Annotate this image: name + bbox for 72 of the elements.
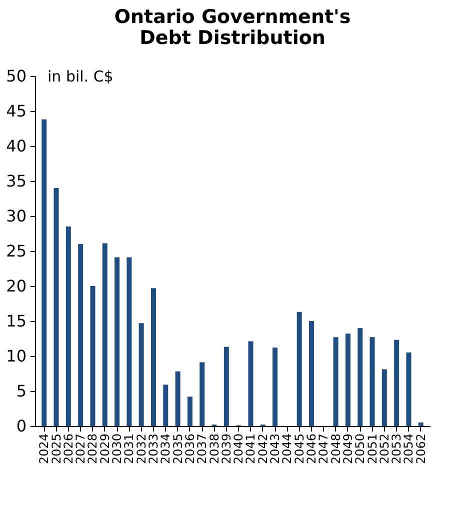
bar <box>382 369 387 426</box>
x-tick-label: 2025 <box>49 434 64 464</box>
bar <box>114 257 120 426</box>
x-tick-label: 2024 <box>37 434 52 464</box>
y-tick-label: 45 <box>6 102 26 120</box>
x-tick-label: 2037 <box>195 434 210 464</box>
x-tick-label: 2043 <box>268 434 282 464</box>
x-tick-label: 2035 <box>170 434 185 464</box>
x-tick-label: 2046 <box>304 434 318 464</box>
x-tick-label: 2042 <box>256 434 270 464</box>
y-tick-label: 25 <box>6 242 26 260</box>
x-tick-label: 2052 <box>377 434 392 464</box>
bar <box>163 384 168 426</box>
bar <box>370 337 375 426</box>
bar <box>42 119 47 426</box>
y-tick-label: 50 <box>6 66 26 86</box>
bar <box>151 288 156 426</box>
bar <box>66 226 71 426</box>
bar <box>224 346 229 426</box>
bar <box>248 341 254 426</box>
bar <box>187 396 192 426</box>
x-tick-label: 2036 <box>182 434 197 464</box>
bar <box>345 334 350 426</box>
bar <box>418 422 424 426</box>
x-tick-label: 2032 <box>134 434 148 464</box>
x-tick-label: 2053 <box>390 434 404 464</box>
bar <box>200 362 205 426</box>
bar <box>54 188 59 426</box>
x-tick-label: 2029 <box>98 434 112 464</box>
bar <box>394 340 400 426</box>
x-tick-label: 2033 <box>146 434 160 464</box>
x-tick-label: 2062 <box>414 434 428 464</box>
x-tick-label: 2045 <box>292 434 306 464</box>
x-tick-label: 2048 <box>328 434 343 464</box>
x-tick-label: 2031 <box>122 434 136 464</box>
x-tick-label: 2051 <box>365 434 380 464</box>
y-tick-label: 10 <box>6 346 26 366</box>
x-tick-label: 2039 <box>219 434 234 464</box>
y-tick-label: 35 <box>6 172 26 190</box>
y-tick-label: 30 <box>6 206 26 226</box>
x-tick-label: 2044 <box>280 434 294 464</box>
x-tick-label: 2049 <box>340 434 355 464</box>
bar <box>138 323 144 426</box>
x-tick-label: 2026 <box>61 434 76 464</box>
y-tick-label: 20 <box>6 276 26 296</box>
x-tick-label: 2027 <box>74 434 88 464</box>
x-tick-label: 2040 <box>232 434 246 464</box>
x-tick-label: 2054 <box>402 434 416 464</box>
x-tick-label: 2041 <box>244 434 258 464</box>
bar <box>296 312 302 426</box>
y-tick-label: 5 <box>16 382 26 400</box>
chart-title: Ontario Government's Debt Distribution <box>114 6 351 49</box>
x-tick-label: 2034 <box>158 434 173 464</box>
y-tick-label: 15 <box>6 312 26 330</box>
x-tick-label: 2028 <box>86 434 100 464</box>
x-tick-label: 2030 <box>110 434 124 464</box>
bar <box>90 286 96 426</box>
bar <box>358 328 363 426</box>
bar <box>78 244 84 426</box>
bar <box>175 371 180 426</box>
bar <box>272 348 278 426</box>
bar <box>126 257 132 426</box>
bar <box>333 337 338 426</box>
x-tick-label: 2038 <box>207 434 222 464</box>
y-axis-title: in bil. C$ <box>48 68 114 86</box>
x-tick-label: 2047 <box>316 434 331 464</box>
y-tick-label: 0 <box>16 416 26 436</box>
x-tick-label: 2050 <box>353 434 368 464</box>
bar <box>309 321 314 426</box>
bar <box>102 243 108 426</box>
bar <box>406 352 412 426</box>
y-tick-label: 40 <box>6 136 26 156</box>
